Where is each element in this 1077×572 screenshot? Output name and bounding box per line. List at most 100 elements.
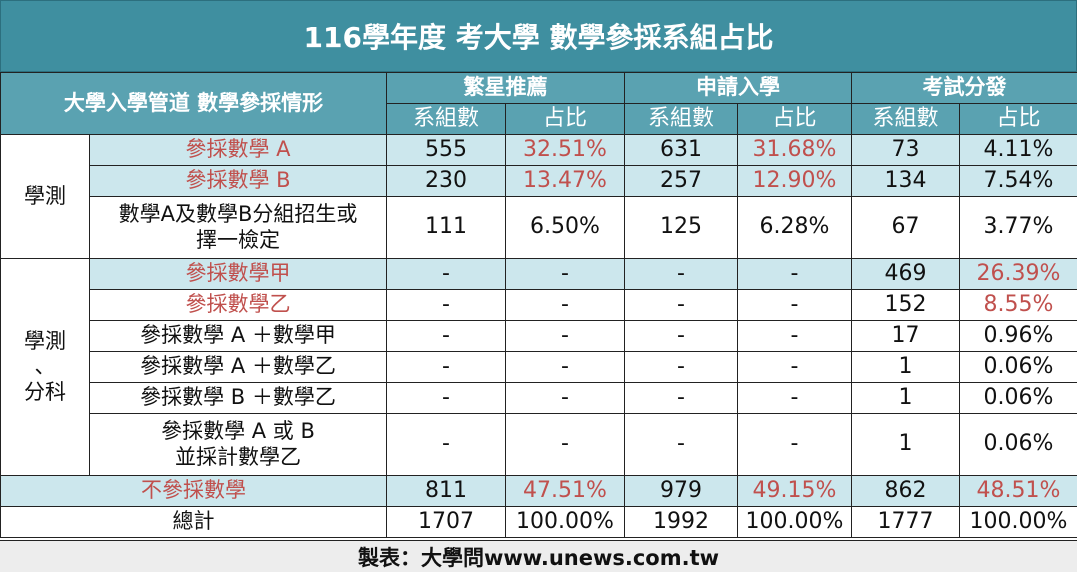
cell: 67 [851,196,960,259]
cell: 0.06% [959,382,1077,414]
cell: - [737,258,852,290]
cell: 230 [386,165,506,197]
cell: 12.90% [737,165,852,197]
cell: - [505,320,625,352]
cell: - [624,258,738,290]
cell: 469 [851,258,960,290]
cell: - [624,320,738,352]
cell: 0.06% [959,351,1077,383]
sub-header: 系組數 [624,103,738,135]
cell: - [737,351,852,383]
cell: - [505,382,625,414]
cell: - [737,289,852,321]
group-label-line: 學測 [24,329,66,354]
cell: 48.51% [959,475,1077,507]
table-row: 參採數學 A ＋數學甲 - - - - 17 0.96% [1,320,1077,352]
row-label-line: 參採數學 A 或 B [161,419,315,444]
cell: 811 [386,475,506,507]
math-adoption-table: 大學入學管道 數學參採情形 繁星推薦 申請入學 考試分發 系組數 占比 系組數 … [0,72,1077,538]
row-label: 參採數學 A ＋數學甲 [89,320,387,352]
table-row: 不參採數學 811 47.51% 979 49.15% 862 48.51% [0,475,1077,507]
sub-header: 占比 [959,103,1077,135]
sub-header: 系組數 [386,103,506,135]
cell: 555 [386,134,506,166]
row-label: 參採數學 A [89,134,387,166]
row-label: 參採數學甲 [89,258,387,290]
cell: - [624,382,738,414]
cell: 1992 [624,506,738,538]
cell: 1777 [851,506,960,538]
cell: - [505,258,625,290]
cell: 100.00% [505,506,625,538]
sub-header: 占比 [505,103,625,135]
row-label-line: 擇一檢定 [196,227,280,252]
row-label: 參採數學 A 或 B 並採計數學乙 [89,413,387,476]
cell: - [624,289,738,321]
cell: - [624,351,738,383]
cell: - [737,382,852,414]
cell: 17 [851,320,960,352]
cell: - [386,320,506,352]
cell: 152 [851,289,960,321]
channel-header: 申請入學 [624,72,852,104]
group-label-gsat-ast: 學測 、 分科 [0,258,90,476]
cell: 1 [851,351,960,383]
cell: - [386,413,506,476]
row-label: 參採數學 A ＋數學乙 [89,351,387,383]
cell: - [505,289,625,321]
source-credit: 製表：大學問www.unews.com.tw [0,540,1077,572]
table-row: 學測 參採數學 A 555 32.51% 631 31.68% 73 4.11% [0,134,1077,259]
table-row: 參採數學 B ＋數學乙 - - - - 1 0.06% [1,382,1077,414]
cell: 1 [851,413,960,476]
cell: - [737,413,852,476]
row-label-line: 並採計數學乙 [175,444,301,469]
table-row: 數學A及數學B分組招生或 擇一檢定 111 6.50% 125 6.28% 67… [1,196,1077,259]
cell: - [386,258,506,290]
cell: - [505,351,625,383]
cell: 3.77% [959,196,1077,259]
group-label-line: 分科 [24,379,66,404]
table-row: 參採數學乙 - - - - 152 8.55% [1,289,1077,321]
cell: 979 [624,475,738,507]
sub-header: 占比 [737,103,852,135]
cell: 862 [851,475,960,507]
table-row: 學測 、 分科 參採數學甲 - - - - 469 26.39% [0,258,1077,476]
cell: 73 [851,134,960,166]
cell: 8.55% [959,289,1077,321]
row-label-header: 大學入學管道 數學參採情形 [0,72,387,135]
row-label: 參採數學 B [89,165,387,197]
cell: 100.00% [737,506,852,538]
cell: 631 [624,134,738,166]
cell: 6.50% [505,196,625,259]
group-label-gsat: 學測 [0,134,90,259]
cell: 0.96% [959,320,1077,352]
page-title: 116學年度 考大學 數學參採系組占比 [0,0,1077,72]
channel-header: 繁星推薦 [386,72,625,104]
row-label: 參採數學乙 [89,289,387,321]
cell: - [386,382,506,414]
table-row: 參採數學 A ＋數學乙 - - - - 1 0.06% [1,351,1077,383]
cell: 49.15% [737,475,852,507]
table-row-total: 總計 1707 100.00% 1992 100.00% 1777 100.00… [0,506,1077,538]
cell: - [386,351,506,383]
row-label: 數學A及數學B分組招生或 擇一檢定 [89,196,387,259]
row-label-line: 數學A及數學B分組招生或 [118,202,358,227]
cell: 100.00% [959,506,1077,538]
cell: 257 [624,165,738,197]
cell: 111 [386,196,506,259]
cell: 31.68% [737,134,852,166]
cell: 26.39% [959,258,1077,290]
cell: - [386,289,506,321]
row-label: 總計 [0,506,387,538]
cell: 6.28% [737,196,852,259]
row-label: 不參採數學 [0,475,387,507]
cell: 32.51% [505,134,625,166]
cell: - [624,413,738,476]
sub-header: 系組數 [851,103,960,135]
cell: 134 [851,165,960,197]
cell: 125 [624,196,738,259]
cell: 4.11% [959,134,1077,166]
cell: - [737,320,852,352]
cell: 13.47% [505,165,625,197]
table-row: 參採數學 B 230 13.47% 257 12.90% 134 7.54% [1,165,1077,197]
